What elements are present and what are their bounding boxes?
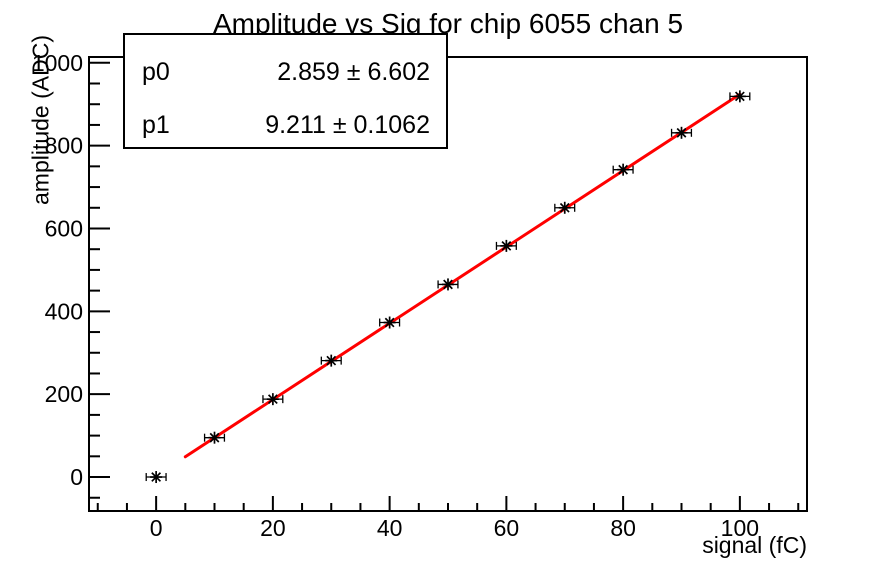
data-point [554,201,576,214]
data-point [203,431,226,444]
param-value: 9.211 ± 0.1062 [265,111,430,139]
y-tick-label: 200 [45,381,83,407]
y-tick-label: 0 [70,464,83,490]
param-name: p0 [142,58,170,86]
marker-stroke [151,472,162,482]
x-axis-title: signal (fC) [702,532,807,558]
x-tick-label: 100 [721,515,759,541]
y-tick-label: 800 [45,133,83,159]
data-point [612,163,634,176]
x-tick-label: 40 [377,515,403,541]
marker-stroke [618,164,629,175]
marker-stroke [676,127,687,138]
stats-row-p1: p1 9.211 ± 0.1062 [142,112,430,138]
marker-stroke [326,355,337,366]
marker-stroke [384,317,395,328]
data-point [145,471,167,484]
marker-stroke [209,432,220,443]
fit-stats-box: p0 2.859 ± 6.602 p1 9.211 ± 0.1062 [123,33,448,149]
marker-stroke [443,279,453,290]
data-point [262,393,284,406]
x-tick-label: 60 [494,515,520,541]
x-tick-label: 80 [610,515,636,541]
x-tick-label: 20 [260,515,286,541]
data-point [729,90,751,103]
marker-stroke [267,394,278,405]
data-point [437,278,459,291]
marker-stroke [501,240,512,251]
fit-line [183,92,742,459]
marker-stroke [559,202,570,213]
y-tick-label: 600 [45,215,83,241]
stats-row-p0: p0 2.859 ± 6.602 [142,59,430,85]
y-axis-title: amplitude (ADC) [27,35,54,205]
data-point [379,316,401,329]
param-value: 2.859 ± 6.602 [277,58,430,86]
x-tick-label: 0 [150,515,163,541]
y-tick-label: 1000 [32,50,83,76]
data-point [495,239,517,252]
data-series [145,90,751,484]
marker-stroke [734,91,745,102]
x-axis: 0 20 40 60 80 100 [96,496,800,541]
param-name: p1 [142,111,170,139]
y-tick-label: 400 [45,298,83,324]
data-point [320,354,342,367]
y-axis: 0 200 400 600 800 1000 [32,50,110,499]
data-point [670,126,693,139]
